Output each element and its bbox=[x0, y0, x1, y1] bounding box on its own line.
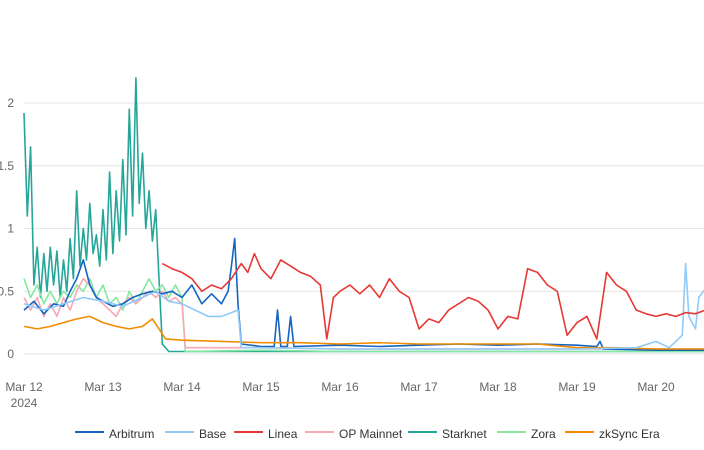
x-tick-label: Mar 12 bbox=[5, 380, 43, 394]
legend-label: OP Mainnet bbox=[339, 427, 403, 441]
x-tick-label: Mar 16 bbox=[321, 380, 359, 394]
y-tick-label: 1.5 bbox=[0, 159, 14, 173]
series-line-arbitrum bbox=[23, 237, 704, 351]
legend-item-op-mainnet[interactable]: OP Mainnet bbox=[305, 427, 403, 441]
x-axis-ticks: Mar 12 2024 Mar 13 Mar 14 Mar 15 Mar 16 Mar 17… bbox=[5, 380, 675, 410]
legend-label: Base bbox=[199, 427, 227, 441]
y-tick-label: 0 bbox=[7, 347, 14, 361]
x-tick-year-label: 2024 bbox=[11, 396, 38, 410]
legend-item-arbitrum[interactable]: Arbitrum bbox=[75, 427, 154, 441]
x-tick-label: Mar 20 bbox=[637, 380, 675, 394]
series-line-zksync-era bbox=[23, 315, 704, 350]
y-tick-label: 2 bbox=[7, 96, 14, 110]
y-axis-ticks: 0 0.5 1 1.5 2 bbox=[0, 96, 14, 361]
x-tick-label: Mar 13 bbox=[84, 380, 122, 394]
x-tick-label: Mar 18 bbox=[479, 380, 517, 394]
series-line-linea bbox=[161, 252, 704, 340]
legend-item-starknet[interactable]: Starknet bbox=[408, 427, 487, 441]
legend-item-zksync-era[interactable]: zkSync Era bbox=[565, 427, 660, 441]
x-tick-label: Mar 17 bbox=[400, 380, 438, 394]
series-line-base bbox=[23, 262, 704, 350]
legend-item-base[interactable]: Base bbox=[165, 427, 227, 441]
y-tick-label: 1 bbox=[7, 222, 14, 236]
legend-label: Zora bbox=[531, 427, 556, 441]
x-tick-label: Mar 19 bbox=[558, 380, 596, 394]
legend: Arbitrum Base Linea OP Mainnet Starknet Zora z… bbox=[75, 427, 660, 441]
series-lines bbox=[23, 77, 704, 353]
legend-label: Linea bbox=[268, 427, 298, 441]
legend-label: zkSync Era bbox=[599, 427, 660, 441]
series-line-starknet bbox=[23, 77, 704, 353]
legend-item-linea[interactable]: Linea bbox=[234, 427, 298, 441]
series-line-zora bbox=[23, 277, 704, 353]
legend-item-zora[interactable]: Zora bbox=[497, 427, 556, 441]
x-tick-label: Mar 15 bbox=[242, 380, 280, 394]
y-tick-label: 0.5 bbox=[0, 284, 14, 298]
legend-label: Arbitrum bbox=[109, 427, 154, 441]
legend-label: Starknet bbox=[442, 427, 487, 441]
x-tick-label: Mar 14 bbox=[163, 380, 201, 394]
